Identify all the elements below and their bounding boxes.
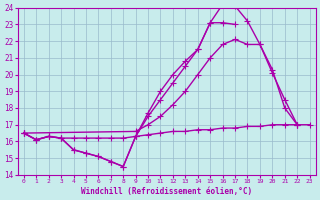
X-axis label: Windchill (Refroidissement éolien,°C): Windchill (Refroidissement éolien,°C) <box>81 187 252 196</box>
